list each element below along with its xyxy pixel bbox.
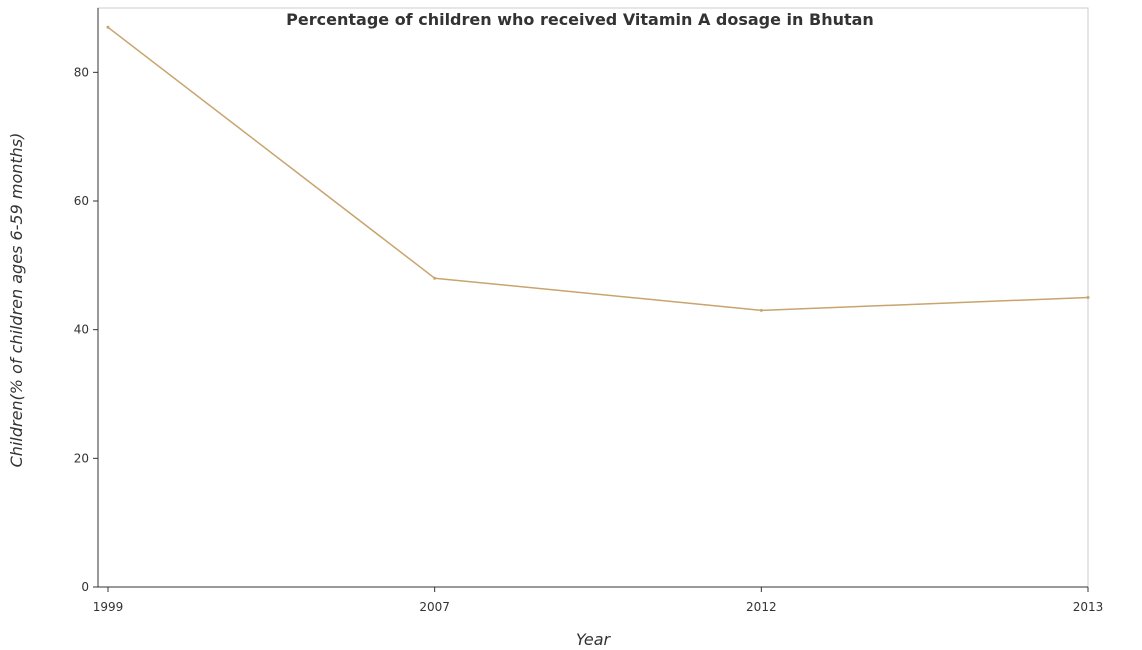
series-layer <box>106 25 1090 312</box>
y-axis-ticks: 0 20 40 60 80 <box>74 65 98 594</box>
x-tick-label: 1999 <box>93 600 124 614</box>
y-tick-label: 60 <box>74 194 89 208</box>
data-point <box>106 25 110 29</box>
series-line <box>107 26 1089 312</box>
x-axis-ticks: 1999 2007 2012 2013 <box>93 587 1104 614</box>
x-tick-label: 2012 <box>746 600 777 614</box>
y-tick-label: 20 <box>74 451 89 465</box>
data-point <box>759 308 763 312</box>
y-tick-label: 40 <box>74 323 89 337</box>
x-tick-label: 2013 <box>1073 600 1104 614</box>
plot-border <box>97 7 1089 588</box>
data-point <box>433 276 437 280</box>
data-point <box>1086 296 1090 299</box>
plot-area <box>97 7 1089 588</box>
chart-title: Percentage of children who received Vita… <box>286 10 874 29</box>
y-tick-label: 0 <box>81 580 89 594</box>
y-tick-label: 80 <box>74 65 89 79</box>
x-tick-label: 2007 <box>419 600 450 614</box>
x-axis-label: Year <box>576 630 612 649</box>
y-axis-label: Children(% of children ages 6-59 months) <box>7 133 26 468</box>
